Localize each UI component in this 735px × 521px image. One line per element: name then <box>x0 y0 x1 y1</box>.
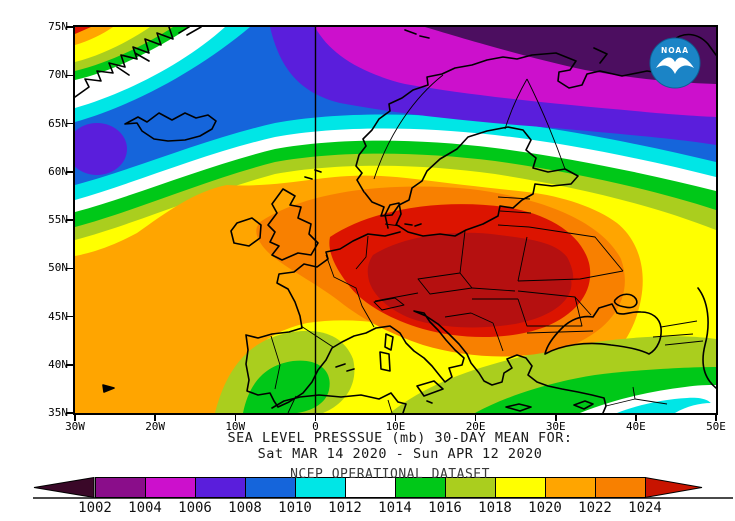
colorbar-right-arrow <box>645 477 703 498</box>
colorbar-segment <box>595 477 646 498</box>
coast-azores <box>102 384 115 393</box>
lat-axis-label: 60N <box>48 164 68 178</box>
colorbar-tick-label: 1018 <box>478 500 512 516</box>
lat-axis-label: 75N <box>48 20 68 33</box>
lon-axis-label: 30W <box>65 420 85 433</box>
lat-axis-label: 45N <box>48 309 68 323</box>
pressure-bands-greenland-high <box>75 27 250 122</box>
lat-axis-tick <box>66 74 73 76</box>
coast-denmark <box>384 202 422 229</box>
lon-axis-tick <box>154 415 156 421</box>
lat-axis-tick <box>66 219 73 221</box>
colorbar-tick-label: 1014 <box>378 500 412 516</box>
lon-axis-label: 20W <box>145 420 166 433</box>
lon-axis-tick <box>314 415 317 421</box>
lon-axis-label: 10W <box>225 420 246 433</box>
lon-axis-tick <box>555 415 557 421</box>
colorbar-tick-label: 1022 <box>578 500 612 516</box>
colorbar-tick-label: 1012 <box>328 500 362 516</box>
lon-axis-label: 10E <box>385 420 406 433</box>
lon-axis-tick <box>474 415 477 421</box>
lat-axis-label: 55N <box>48 213 68 226</box>
coast-black-sea <box>544 293 662 355</box>
title-block: SEA LEVEL PRESSSUE (mb) 30-DAY MEAN FOR:… <box>40 430 735 462</box>
lon-axis-label: 0 <box>312 420 319 433</box>
chart-subtitle: Sat MAR 14 2020 - Sun APR 12 2020 <box>257 445 543 462</box>
country-borders <box>270 74 704 413</box>
coast-arctic-islands <box>404 29 716 64</box>
lat-axis-label: 50N <box>48 261 68 275</box>
lon-axis-label: 30E <box>545 420 566 433</box>
lon-axis-tick <box>635 415 637 421</box>
lat-axis-label: 40N <box>48 357 68 371</box>
coast-baltic <box>364 126 579 237</box>
coast-iceland <box>124 112 217 142</box>
noaa-logo-text: NOAA <box>660 46 690 55</box>
lon-axis-tick <box>234 415 236 421</box>
high-pressure-core <box>367 232 574 328</box>
lat-axis-tick <box>66 412 73 414</box>
pressure-contour-map <box>75 27 716 413</box>
lat-axis-tick <box>66 267 73 269</box>
lon-axis-label: 50E <box>706 420 726 433</box>
lat-axis-label: 70N <box>48 68 68 82</box>
coast-norway-arctic <box>355 52 697 193</box>
high-pressure-rings <box>256 186 625 357</box>
coast-mainland-europe <box>245 231 607 413</box>
colorbar-tick-label: 1024 <box>628 500 662 516</box>
coastlines <box>75 27 716 413</box>
colorbar-tick-label: 1020 <box>528 500 562 516</box>
map-frame <box>73 25 718 415</box>
colorbar-tick-label: 1006 <box>178 500 212 516</box>
chart-title: SEA LEVEL PRESSSUE (mb) 30-DAY MEAN FOR: <box>227 430 573 446</box>
noaa-logo-graphic <box>649 37 701 89</box>
colorbar-tick-label: 1016 <box>428 500 462 516</box>
colorbar-tick-label: 1002 <box>78 500 112 516</box>
noaa-logo: NOAA <box>649 37 701 89</box>
lat-axis-tick <box>66 315 73 318</box>
colorbar-tick-label: 1008 <box>228 500 262 516</box>
lat-axis-tick <box>66 171 73 173</box>
coast-mediterranean-islands <box>335 333 594 412</box>
lat-axis-tick <box>66 26 73 28</box>
lon-axis-tick <box>394 415 397 421</box>
lat-axis-label: 35N <box>48 406 68 419</box>
colorbar-tick-label: 1010 <box>278 500 312 516</box>
dataset-label: NCEP OPERATIONAL DATASET <box>290 467 490 482</box>
lon-axis-tick <box>715 415 717 421</box>
colorbar-tick-label: 1004 <box>128 500 162 516</box>
pressure-bands-north <box>75 27 716 240</box>
noaa-seagull-icon <box>656 57 694 74</box>
lat-axis-label: 65N <box>48 116 68 130</box>
coast-greenland <box>75 27 202 98</box>
colorbar-left-arrow <box>33 477 95 498</box>
lat-axis-tick <box>66 364 73 366</box>
lon-axis-label: 40E <box>625 420 646 433</box>
coast-ireland <box>230 217 262 247</box>
lat-axis-tick <box>66 122 73 125</box>
lon-axis-label: 20E <box>465 420 486 433</box>
coast-caspian-sea <box>697 287 716 389</box>
lon-axis-tick <box>74 415 76 421</box>
